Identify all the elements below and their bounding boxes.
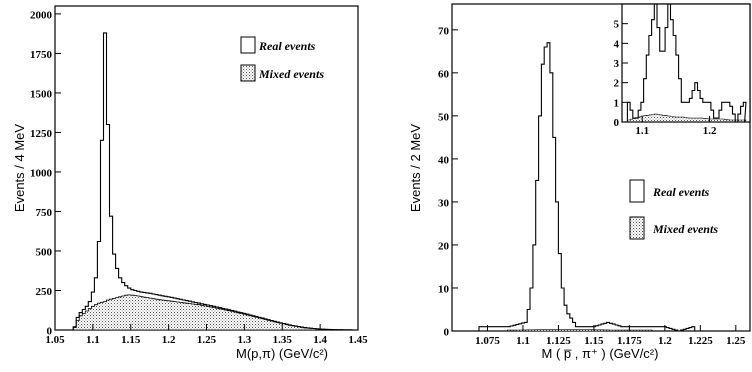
left-y-axis: 0 250 500 750 1000 1250 1500 1750 2000 — [30, 9, 61, 338]
left-y-tick-label: 1750 — [30, 49, 53, 61]
inset-y-tick-label: 4 — [614, 38, 620, 50]
right-x-tick-label: 1.2 — [658, 335, 672, 347]
right-y-axis-label: Events / 2 MeV — [408, 124, 423, 212]
inset-real-histogram — [626, 3, 747, 123]
inset-y-tick-label: 5 — [614, 19, 620, 31]
right-legend-real-swatch — [629, 179, 645, 203]
left-y-tick-label: 1000 — [30, 167, 53, 179]
left-mixed-series — [72, 294, 352, 331]
left-legend-mixed-label: Mixed events — [258, 67, 324, 81]
left-x-tick-label: 1.05 — [45, 334, 65, 346]
inset-y-axis: 0 1 2 3 4 5 — [614, 19, 628, 129]
inset-x-axis: 1.1 1.2 — [635, 116, 717, 137]
left-legend: Real events Mixed events — [240, 36, 324, 82]
left-x-axis-label: M(p,π) (GeV/c²) — [236, 346, 328, 361]
inset-y-tick-label: 3 — [614, 58, 620, 70]
left-y-tick-label: 500 — [36, 246, 53, 258]
right-x-axis: 1.075 1.1 1.125 1.15 1.175 1.2 1.225 1.25 — [475, 325, 746, 347]
left-x-tick-label: 1.15 — [121, 334, 141, 346]
right-y-axis: 0 10 20 30 40 50 60 70 — [438, 25, 458, 339]
right-x-tick-label: 1.225 — [688, 335, 713, 347]
left-x-tick-label: 1.2 — [162, 334, 176, 346]
inset-y-tick-label: 1 — [614, 97, 620, 109]
right-y-tick-label: 10 — [438, 283, 450, 295]
inset-y-tick-label: 0 — [614, 117, 620, 129]
right-legend: Real events Mixed events — [629, 179, 718, 240]
left-y-axis-label: Events / 4 MeV — [12, 124, 27, 212]
right-legend-real-label: Real events — [652, 185, 710, 199]
left-mixed-histogram — [72, 294, 352, 331]
inset-mixed-histogram — [627, 113, 747, 123]
right-mixed-histogram — [507, 329, 653, 332]
left-y-tick-label: 0 — [47, 326, 53, 338]
right-x-tick-label: 1.125 — [546, 335, 571, 347]
left-x-tick-label: 1.4 — [313, 334, 327, 346]
left-real-histogram — [72, 32, 353, 331]
right-x-tick-label: 1.1 — [516, 335, 530, 347]
right-inset: 0 1 2 3 4 5 1.1 1.2 — [614, 3, 751, 137]
left-legend-mixed-swatch — [240, 64, 256, 82]
right-mixed-series — [507, 329, 653, 332]
right-y-tick-label: 0 — [444, 327, 450, 339]
left-x-tick-label: 1.45 — [348, 334, 368, 346]
right-y-tick-label: 70 — [438, 25, 450, 37]
left-x-tick-label: 1.25 — [197, 334, 217, 346]
right-x-tick-label: 1.15 — [584, 335, 604, 347]
right-legend-mixed-swatch — [629, 216, 645, 240]
left-y-tick-label: 750 — [36, 207, 53, 219]
left-x-tick-label: 1.1 — [86, 334, 100, 346]
left-legend-real-label: Real events — [258, 39, 316, 53]
left-real-series — [72, 32, 353, 331]
right-y-tick-label: 20 — [438, 240, 450, 252]
inset-real-series — [626, 3, 747, 123]
left-y-tick-label: 250 — [36, 286, 53, 298]
right-real-series — [478, 42, 696, 332]
right-y-tick-label: 30 — [438, 197, 450, 209]
right-y-tick-label: 40 — [438, 154, 450, 166]
right-x-tick-label: 1.25 — [726, 335, 746, 347]
left-x-tick-label: 1.35 — [273, 334, 293, 346]
left-y-tick-label: 1250 — [30, 128, 53, 140]
right-x-tick-label: 1.075 — [475, 335, 500, 347]
left-y-tick-label: 2000 — [30, 9, 53, 21]
inset-y-tick-label: 2 — [614, 78, 620, 90]
left-legend-real-swatch — [240, 36, 256, 54]
right-x-tick-label: 1.175 — [617, 335, 642, 347]
right-legend-mixed-label: Mixed events — [652, 222, 718, 236]
inset-x-tick-label: 1.1 — [635, 125, 649, 137]
right-y-tick-label: 50 — [438, 111, 450, 123]
inset-x-tick-label: 1.2 — [703, 125, 717, 137]
right-real-histogram — [478, 42, 696, 332]
right-y-tick-label: 60 — [438, 68, 450, 80]
left-x-tick-label: 1.3 — [238, 334, 252, 346]
right-x-axis-label: M ( p̅ , π⁺ ) (GeV/c²) — [542, 346, 659, 361]
left-x-axis: 1.05 1.1 1.15 1.2 1.25 1.3 1.35 1.4 1.45 — [45, 324, 368, 346]
left-y-tick-label: 1500 — [30, 88, 53, 100]
inset-mixed-series — [627, 113, 747, 123]
